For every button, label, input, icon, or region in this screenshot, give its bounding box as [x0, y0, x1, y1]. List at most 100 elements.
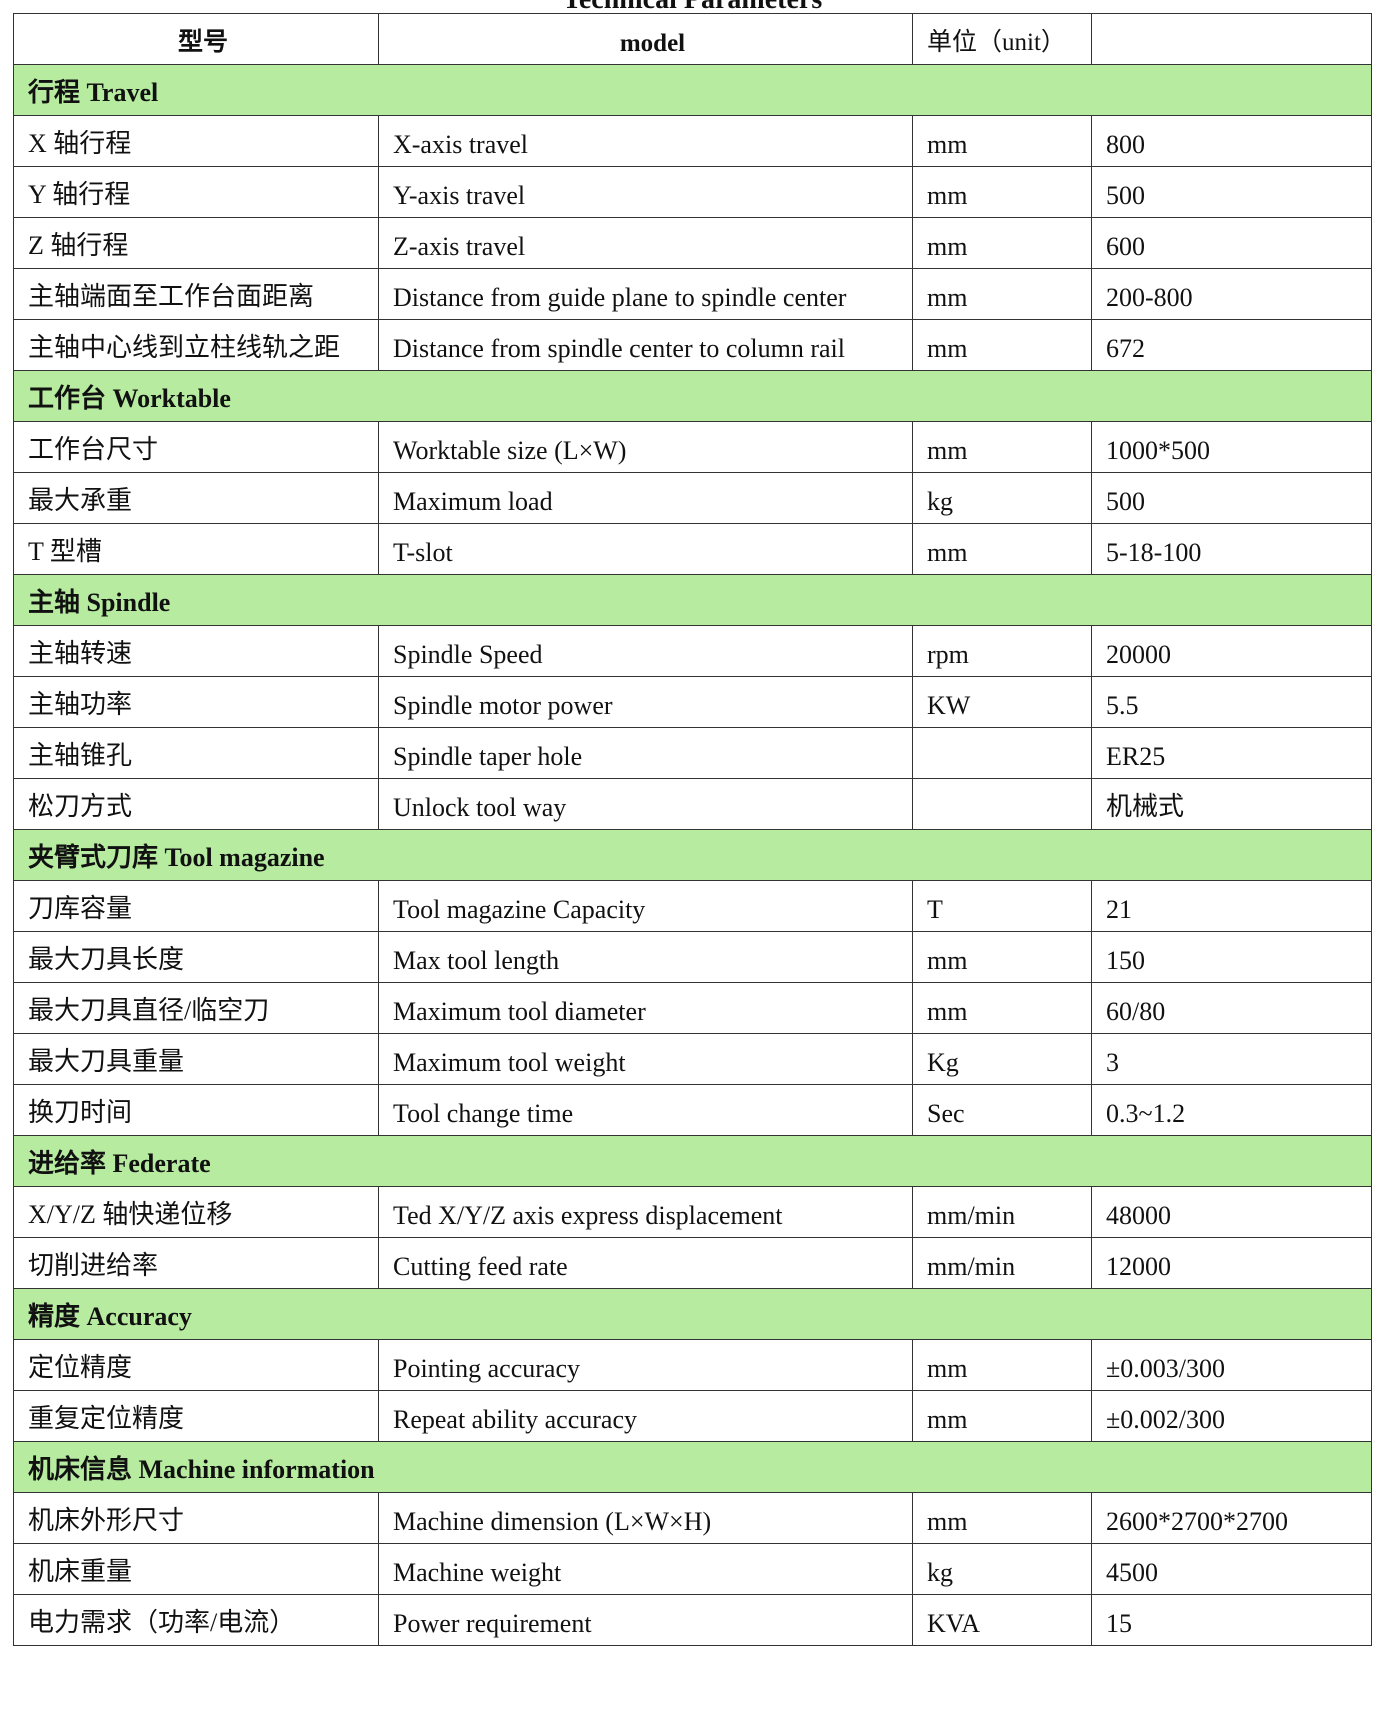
param-row: X 轴行程 X-axis travel mm 800: [13, 115, 1372, 167]
param-cell: X/Y/Z 轴快递位移: [13, 1186, 379, 1238]
section-title: 主轴 Spindle: [13, 574, 1372, 626]
param-cell: T 型槽: [13, 523, 379, 575]
param-cell: [912, 727, 1092, 779]
param-cell: Spindle Speed: [378, 625, 913, 677]
param-cell: Tool change time: [378, 1084, 913, 1136]
param-row: 主轴锥孔 Spindle taper hole ER25: [13, 727, 1372, 779]
param-cell: mm: [912, 268, 1092, 320]
param-row: 换刀时间 Tool change time Sec 0.3~1.2: [13, 1084, 1372, 1136]
param-cell: ER25: [1091, 727, 1372, 779]
param-row: 重复定位精度 Repeat ability accuracy mm ±0.002/30…: [13, 1390, 1372, 1442]
param-cell: kg: [912, 472, 1092, 524]
param-row: 刀库容量 Tool magazine Capacity T 21: [13, 880, 1372, 932]
param-cell: mm: [912, 1390, 1092, 1442]
param-cell: KVA: [912, 1594, 1092, 1646]
param-cell: Pointing accuracy: [378, 1339, 913, 1391]
param-cell: Y 轴行程: [13, 166, 379, 218]
param-cell: mm: [912, 319, 1092, 371]
param-cell: kg: [912, 1543, 1092, 1595]
param-cell: ±0.003/300: [1091, 1339, 1372, 1391]
param-cell: 机械式: [1091, 778, 1372, 830]
section-title: 机床信息 Machine information: [13, 1441, 1372, 1493]
param-cell: rpm: [912, 625, 1092, 677]
param-row: 松刀方式 Unlock tool way 机械式: [13, 778, 1372, 830]
section-title: 夹臂式刀库 Tool magazine: [13, 829, 1372, 881]
section-title: 工作台 Worktable: [13, 370, 1372, 422]
param-cell: 定位精度: [13, 1339, 379, 1391]
param-cell: 最大刀具长度: [13, 931, 379, 983]
param-cell: 主轴功率: [13, 676, 379, 728]
param-cell: 换刀时间: [13, 1084, 379, 1136]
param-cell: 3: [1091, 1033, 1372, 1085]
param-cell: 刀库容量: [13, 880, 379, 932]
param-cell: Maximum tool weight: [378, 1033, 913, 1085]
param-cell: 15: [1091, 1594, 1372, 1646]
param-cell: Distance from spindle center to column r…: [378, 319, 913, 371]
param-cell: X-axis travel: [378, 115, 913, 167]
title: Technical Parameters: [0, 0, 1385, 16]
param-cell: T-slot: [378, 523, 913, 575]
param-cell: Z-axis travel: [378, 217, 913, 269]
param-cell: mm: [912, 1492, 1092, 1544]
param-row: 最大刀具长度 Max tool length mm 150: [13, 931, 1372, 983]
param-cell: 工作台尺寸: [13, 421, 379, 473]
param-cell: ±0.002/300: [1091, 1390, 1372, 1442]
param-cell: 切削进给率: [13, 1237, 379, 1289]
param-cell: 松刀方式: [13, 778, 379, 830]
param-cell: 48000: [1091, 1186, 1372, 1238]
param-cell: 电力需求（功率/电流）: [13, 1594, 379, 1646]
param-cell: mm: [912, 931, 1092, 983]
param-cell: Max tool length: [378, 931, 913, 983]
header-cell: model: [378, 13, 913, 65]
param-cell: mm/min: [912, 1186, 1092, 1238]
section-row: 夹臂式刀库 Tool magazine: [13, 829, 1372, 881]
param-cell: Kg: [912, 1033, 1092, 1085]
param-row: 最大刀具重量 Maximum tool weight Kg 3: [13, 1033, 1372, 1085]
param-cell: Ted X/Y/Z axis express displacement: [378, 1186, 913, 1238]
param-cell: 0.3~1.2: [1091, 1084, 1372, 1136]
param-cell: Distance from guide plane to spindle cen…: [378, 268, 913, 320]
param-cell: 20000: [1091, 625, 1372, 677]
param-cell: Machine dimension (L×W×H): [378, 1492, 913, 1544]
param-cell: mm/min: [912, 1237, 1092, 1289]
param-row: T 型槽 T-slot mm 5-18-100: [13, 523, 1372, 575]
param-cell: 最大刀具直径/临空刀: [13, 982, 379, 1034]
param-row: 机床重量 Machine weight kg 4500: [13, 1543, 1372, 1595]
param-row: 主轴功率 Spindle motor power KW 5.5: [13, 676, 1372, 728]
param-cell: X 轴行程: [13, 115, 379, 167]
parameter-table: 型号 model 单位（unit） 行程 Travel X 轴行程 X-axis trav…: [13, 13, 1372, 1646]
param-cell: 150: [1091, 931, 1372, 983]
header-cell: 型号: [13, 13, 379, 65]
param-cell: mm: [912, 217, 1092, 269]
param-cell: mm: [912, 1339, 1092, 1391]
param-cell: Maximum tool diameter: [378, 982, 913, 1034]
param-cell: 200-800: [1091, 268, 1372, 320]
param-row: 定位精度 Pointing accuracy mm ±0.003/300: [13, 1339, 1372, 1391]
param-cell: Sec: [912, 1084, 1092, 1136]
section-row: 工作台 Worktable: [13, 370, 1372, 422]
param-row: Z 轴行程 Z-axis travel mm 600: [13, 217, 1372, 269]
param-cell: 最大承重: [13, 472, 379, 524]
param-cell: 60/80: [1091, 982, 1372, 1034]
param-cell: 重复定位精度: [13, 1390, 379, 1442]
section-row: 机床信息 Machine information: [13, 1441, 1372, 1493]
param-cell: Z 轴行程: [13, 217, 379, 269]
param-cell: 主轴转速: [13, 625, 379, 677]
header-cell: 单位（unit）: [912, 13, 1092, 65]
param-row: 最大刀具直径/临空刀 Maximum tool diameter mm 60/80: [13, 982, 1372, 1034]
param-cell: 机床外形尺寸: [13, 1492, 379, 1544]
param-cell: [912, 778, 1092, 830]
param-cell: 5-18-100: [1091, 523, 1372, 575]
param-cell: Maximum load: [378, 472, 913, 524]
param-cell: 600: [1091, 217, 1372, 269]
param-row: Y 轴行程 Y-axis travel mm 500: [13, 166, 1372, 218]
param-cell: Y-axis travel: [378, 166, 913, 218]
param-cell: Spindle taper hole: [378, 727, 913, 779]
param-cell: mm: [912, 166, 1092, 218]
param-cell: 主轴锥孔: [13, 727, 379, 779]
header-cell: [1091, 13, 1372, 65]
param-cell: 主轴端面至工作台面距离: [13, 268, 379, 320]
param-cell: KW: [912, 676, 1092, 728]
param-cell: T: [912, 880, 1092, 932]
